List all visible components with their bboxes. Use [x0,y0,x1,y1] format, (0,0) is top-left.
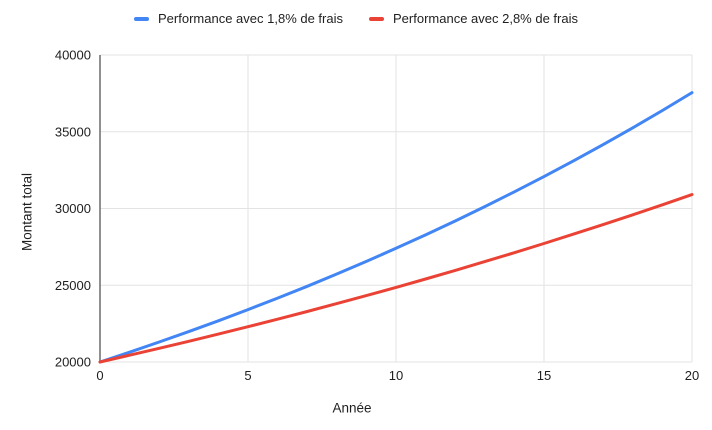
x-tick-label: 10 [389,368,403,383]
legend: Performance avec 1,8% de frais Performan… [0,11,712,26]
legend-label: Performance avec 1,8% de frais [158,11,343,26]
series-line-0 [98,91,694,364]
x-tick-label: 5 [244,368,251,383]
y-tick-label: 40000 [55,48,91,63]
legend-swatch-red-icon [369,16,384,21]
y-tick-label: 30000 [55,201,91,216]
y-tick-label: 20000 [55,355,91,370]
x-axis-title: Année [332,400,372,416]
x-tick-label: 0 [96,368,103,383]
legend-label: Performance avec 2,8% de frais [393,11,578,26]
y-tick-label: 35000 [55,124,91,139]
x-tick-label: 15 [537,368,551,383]
series-line-1 [98,193,694,364]
y-tick-label: 25000 [55,278,91,293]
legend-item-fees-1-8[interactable]: Performance avec 1,8% de frais [134,11,343,26]
y-axis-title: Montant total [19,172,35,252]
legend-item-fees-2-8[interactable]: Performance avec 2,8% de frais [369,11,578,26]
legend-swatch-blue-icon [134,16,150,21]
x-tick-label: 20 [685,368,699,383]
